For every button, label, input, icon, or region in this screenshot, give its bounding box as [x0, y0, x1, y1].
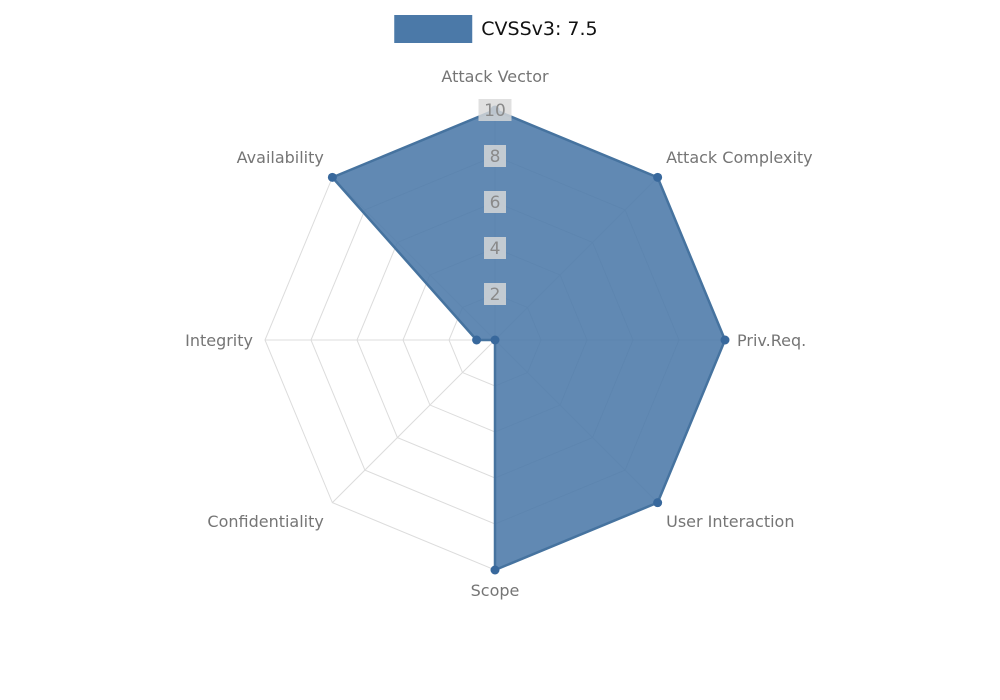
axis-label-user-interaction: User Interaction [666, 512, 794, 531]
tick-backdrop-10 [478, 99, 512, 121]
tick-backdrop-2 [484, 283, 506, 305]
tick-backdrop-6 [484, 191, 506, 213]
data-point-availability [327, 172, 337, 182]
tick-backdrop-8 [484, 145, 506, 167]
axis-label-scope: Scope [471, 581, 520, 600]
legend-label[interactable]: CVSSv3: 7.5 [481, 18, 598, 40]
tick-backdrop-4 [484, 237, 506, 259]
tick-label-8: 8 [490, 147, 501, 167]
tick-label-4: 4 [490, 239, 501, 259]
axis-label-attack-vector: Attack Vector [441, 67, 549, 86]
axis-label-availability: Availability [237, 148, 324, 167]
tick-label-10: 10 [484, 101, 506, 121]
legend-swatch[interactable] [394, 15, 473, 43]
tick-label-6: 6 [490, 193, 501, 213]
data-point-scope [490, 565, 500, 575]
data-point-priv-req [720, 335, 730, 345]
tick-label-2: 2 [490, 285, 501, 305]
chart-legend[interactable]: CVSSv3: 7.5 [394, 15, 598, 43]
axis-label-confidentiality: Confidentiality [207, 512, 323, 531]
axis-label-priv-req: Priv.Req. [737, 331, 806, 350]
data-point-user-interaction [653, 498, 663, 508]
axis-label-integrity: Integrity [185, 331, 253, 350]
data-point-attack-complexity [653, 172, 663, 182]
axis-line-confidentiality [332, 339, 496, 503]
data-point-confidentiality [490, 335, 500, 345]
axis-label-attack-complexity: Attack Complexity [666, 148, 813, 167]
data-point-integrity [472, 335, 482, 345]
